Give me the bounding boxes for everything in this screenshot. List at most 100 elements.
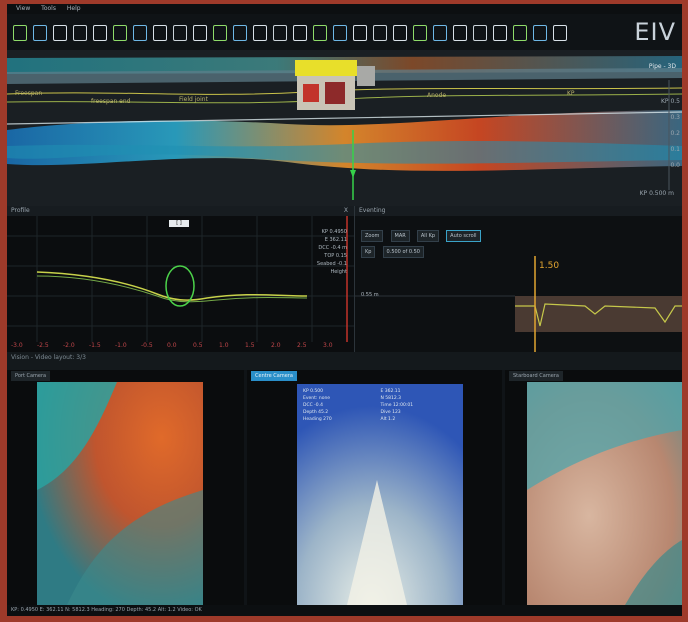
overlay-line: Depth 45.2: [303, 410, 329, 415]
overlay-kp: KP: [567, 90, 575, 97]
screen-icon[interactable]: [453, 25, 467, 41]
flag-icon[interactable]: [393, 25, 407, 41]
camera-label[interactable]: Starboard Camera: [509, 371, 563, 381]
scale-label: 0.1: [670, 146, 680, 153]
centre-camera-view[interactable]: Centre Camera KP 0.500 Event: none DCC -…: [247, 370, 502, 605]
toolbar: EIV: [7, 14, 682, 51]
status-bar: KP: 0.4950 E: 362.11 N: 5812.3 Heading: …: [7, 605, 682, 616]
eventing-row2: Kp 0.500 of 0.50: [361, 238, 426, 258]
overlay-line: N 5812.3: [380, 396, 402, 401]
settings-icon[interactable]: [333, 25, 347, 41]
open-icon[interactable]: [33, 25, 47, 41]
eventing-title: Eventing: [359, 207, 386, 214]
x-tick-label: 3.0: [323, 342, 333, 349]
kp-label: Kp: [361, 246, 376, 258]
layers-icon[interactable]: [93, 25, 107, 41]
eventing-header: Eventing: [355, 206, 682, 216]
profile-badge[interactable]: [ ]: [169, 220, 189, 227]
overlay-line: Heading 270: [303, 417, 332, 422]
marker-icon[interactable]: [533, 25, 547, 41]
app-window: View Tools Help EIV: [7, 4, 682, 616]
camera-label[interactable]: Centre Camera: [251, 371, 297, 381]
camera-icon[interactable]: [193, 25, 207, 41]
camera-strip-label: Vision - Video layout: 3/3: [11, 354, 86, 361]
x-tick-label: 1.0: [219, 342, 229, 349]
pipe-icon[interactable]: [233, 25, 247, 41]
overlay-line: KP 0.500: [303, 389, 323, 394]
overlay-line: Dive 123: [380, 410, 401, 415]
readout-line: KP 0.4950: [321, 229, 347, 235]
starboard-camera-image: [527, 382, 682, 605]
list-icon[interactable]: [133, 25, 147, 41]
move-icon[interactable]: [313, 25, 327, 41]
x-tick-label: 2.5: [297, 342, 307, 349]
overlay-line: DCC -0.4: [303, 403, 323, 408]
x-tick-label: 0.5: [193, 342, 203, 349]
x-tick-label: 1.5: [245, 342, 255, 349]
cursor-label: 1.50: [539, 261, 560, 271]
kp-range-select[interactable]: 0.500 of 0.50: [382, 246, 424, 258]
phone-icon[interactable]: [433, 25, 447, 41]
eventing-chart[interactable]: [355, 256, 682, 352]
play-icon[interactable]: [473, 25, 487, 41]
readout-line: DCC -0.4 m: [318, 245, 347, 251]
brand-logo: EIV: [634, 18, 676, 46]
x-tick-label: -1.0: [115, 342, 127, 349]
x-tick-label: -0.5: [141, 342, 153, 349]
pen-icon[interactable]: [73, 25, 87, 41]
auto-scroll-toggle[interactable]: Auto scroll: [446, 230, 481, 242]
profile-panel: Profile X [ ] KP 0.4950 E 362.11 DCC -0.…: [7, 206, 355, 352]
camera-strip: Vision - Video layout: 3/3: [7, 352, 682, 370]
menu-help[interactable]: Help: [66, 5, 81, 12]
rov-vehicle-icon: [295, 60, 375, 110]
centre-camera-overlay: KP 0.500 Event: none DCC -0.4 Depth 45.2…: [303, 388, 453, 423]
compass-icon[interactable]: [553, 25, 567, 41]
export-icon[interactable]: [153, 25, 167, 41]
close-icon[interactable]: X: [343, 207, 348, 214]
x-tick-label: 2.0: [271, 342, 281, 349]
grid-icon[interactable]: [113, 25, 127, 41]
readout-line: E 362.11: [324, 237, 347, 243]
overlay-anode: Anode: [427, 92, 447, 99]
all-kp-button[interactable]: All Kp: [416, 230, 440, 242]
view-corner-label: Pipe - 3D: [648, 63, 676, 70]
menu-tools[interactable]: Tools: [41, 5, 56, 12]
bottom-right-scale: KP 0.500 m: [639, 190, 674, 197]
target-icon[interactable]: [293, 25, 307, 41]
save-icon[interactable]: [53, 25, 67, 41]
x-tick-label: -1.5: [89, 342, 101, 349]
overlay-freespan-end: freespan end: [91, 98, 131, 105]
pin-icon[interactable]: [413, 25, 427, 41]
camera-label[interactable]: Port Camera: [11, 371, 51, 381]
new-icon[interactable]: [13, 25, 27, 41]
chart-icon[interactable]: [373, 25, 387, 41]
scale-label: 0.0: [670, 162, 680, 169]
readout-line: TOP 0.15: [324, 253, 347, 259]
pipeline-render: [7, 50, 682, 206]
profile-x-axis: -3.0 -2.5 -2.0 -1.5 -1.0 -0.5 0.0 0.5 1.0 1.5 2.0 2…: [7, 342, 354, 352]
forward-icon[interactable]: [493, 25, 507, 41]
menu-view[interactable]: View: [16, 5, 31, 12]
overlay-line: Event: none: [303, 396, 331, 401]
tag-icon[interactable]: [173, 25, 187, 41]
vehicle-icon[interactable]: [213, 25, 227, 41]
overlay-freespan: Freespan: [15, 90, 43, 97]
profile-chart[interactable]: [7, 216, 354, 342]
y-axis-label: 0.55 m: [361, 292, 379, 298]
port-camera-image: [37, 382, 203, 605]
centre-camera-image: [297, 384, 463, 605]
zoom-button[interactable]: Zoom: [361, 230, 384, 242]
pipeline-3d-view[interactable]: Freespan freespan end Field joint Anode …: [7, 50, 682, 206]
back-icon[interactable]: [513, 25, 527, 41]
readout-line: Seabed -0.1: [316, 261, 347, 267]
overlay-line: Alt 1.2: [380, 417, 396, 422]
menu-bar: View Tools Help: [7, 4, 682, 14]
eventing-controls: Zoom MAR All Kp Auto scroll: [361, 222, 483, 242]
cloud-icon[interactable]: [273, 25, 287, 41]
port-camera-view[interactable]: Port Camera: [7, 370, 244, 605]
lock-icon[interactable]: [353, 25, 367, 41]
starboard-camera-view[interactable]: Starboard Camera: [505, 370, 682, 605]
x-tick-label: -2.5: [37, 342, 49, 349]
mar-button[interactable]: MAR: [390, 230, 410, 242]
link-icon[interactable]: [253, 25, 267, 41]
